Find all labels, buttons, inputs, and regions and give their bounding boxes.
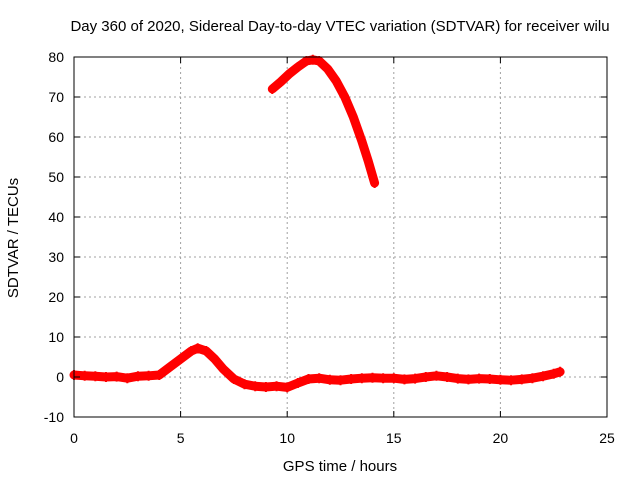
data-point xyxy=(101,372,110,382)
data-point xyxy=(251,381,260,392)
data-point xyxy=(193,343,202,354)
data-point xyxy=(336,375,345,386)
y-tick-label: 40 xyxy=(48,209,64,225)
data-point xyxy=(229,374,238,384)
data-point xyxy=(133,371,142,382)
x-tick-label: 25 xyxy=(599,430,615,446)
data-point xyxy=(123,373,132,384)
data-point xyxy=(112,371,121,382)
data-point xyxy=(187,346,196,356)
data-point xyxy=(272,381,281,392)
data-point xyxy=(240,379,249,390)
ticks: 0 5 10 15 20 25 -10 0 10 20 30 40 50 60 70 80 xyxy=(44,49,615,446)
data-point xyxy=(528,373,537,384)
data-point xyxy=(507,375,516,386)
data-point xyxy=(368,372,377,383)
series-0 xyxy=(69,343,565,393)
data-point xyxy=(389,373,398,384)
y-tick-label: 10 xyxy=(48,329,64,345)
y-tick-label: 70 xyxy=(48,89,64,105)
data-point xyxy=(302,56,311,66)
data-point xyxy=(80,370,89,381)
data-point xyxy=(556,366,565,377)
data-point xyxy=(421,372,430,382)
data-point xyxy=(347,374,356,384)
x-axis-title: GPS time / hours xyxy=(283,458,397,475)
data-point xyxy=(496,374,505,385)
y-tick-label: -10 xyxy=(44,409,64,425)
data-point xyxy=(370,178,379,188)
data-point xyxy=(432,370,441,381)
series-1 xyxy=(267,54,380,188)
data-point xyxy=(276,76,285,87)
data-point xyxy=(411,373,420,384)
plot-border xyxy=(73,56,608,418)
data-point xyxy=(261,382,270,392)
data-point xyxy=(485,374,494,384)
y-tick-label: 50 xyxy=(48,169,64,185)
data-point xyxy=(357,373,366,384)
data-point xyxy=(364,156,373,166)
x-tick-label: 0 xyxy=(70,430,78,446)
data-point xyxy=(357,136,366,146)
data-point xyxy=(539,371,548,382)
data-point xyxy=(202,346,211,356)
data-point xyxy=(464,374,473,385)
series-line xyxy=(267,55,380,188)
x-tick-label: 5 xyxy=(177,430,185,446)
data-point xyxy=(379,373,388,384)
data-point xyxy=(308,54,317,65)
data-point xyxy=(293,62,302,72)
series-layer xyxy=(69,54,565,393)
y-tick-label: 80 xyxy=(48,49,64,65)
data-point xyxy=(443,372,452,382)
data-point xyxy=(165,362,174,372)
data-point xyxy=(210,354,219,364)
data-point xyxy=(475,373,484,384)
data-point xyxy=(323,64,332,74)
data-point xyxy=(453,373,462,384)
y-tick-label: 30 xyxy=(48,249,64,265)
data-point xyxy=(315,56,324,66)
data-point xyxy=(219,364,228,374)
data-point xyxy=(176,354,185,364)
data-point xyxy=(91,371,100,382)
y-tick-label: 60 xyxy=(48,129,64,145)
chart-title: Day 360 of 2020, Sidereal Day-to-day VTE… xyxy=(70,18,609,35)
y-tick-label: 0 xyxy=(56,369,64,385)
data-point xyxy=(400,374,409,385)
x-tick-label: 20 xyxy=(493,430,509,446)
data-point xyxy=(283,382,292,393)
data-point xyxy=(325,374,334,385)
data-point xyxy=(155,370,164,380)
data-point xyxy=(315,373,324,384)
data-point xyxy=(332,76,341,86)
data-point xyxy=(304,374,313,384)
data-point xyxy=(340,92,349,102)
data-point xyxy=(293,378,302,388)
x-tick-label: 10 xyxy=(279,430,295,446)
data-point xyxy=(349,112,358,122)
data-point xyxy=(517,374,526,385)
data-point xyxy=(285,68,294,79)
data-point xyxy=(268,84,277,94)
data-point xyxy=(549,368,558,379)
data-point xyxy=(144,370,153,381)
y-axis-title: SDTVAR / TECUs xyxy=(5,178,22,298)
x-tick-label: 15 xyxy=(386,430,402,446)
y-tick-label: 20 xyxy=(48,289,64,305)
